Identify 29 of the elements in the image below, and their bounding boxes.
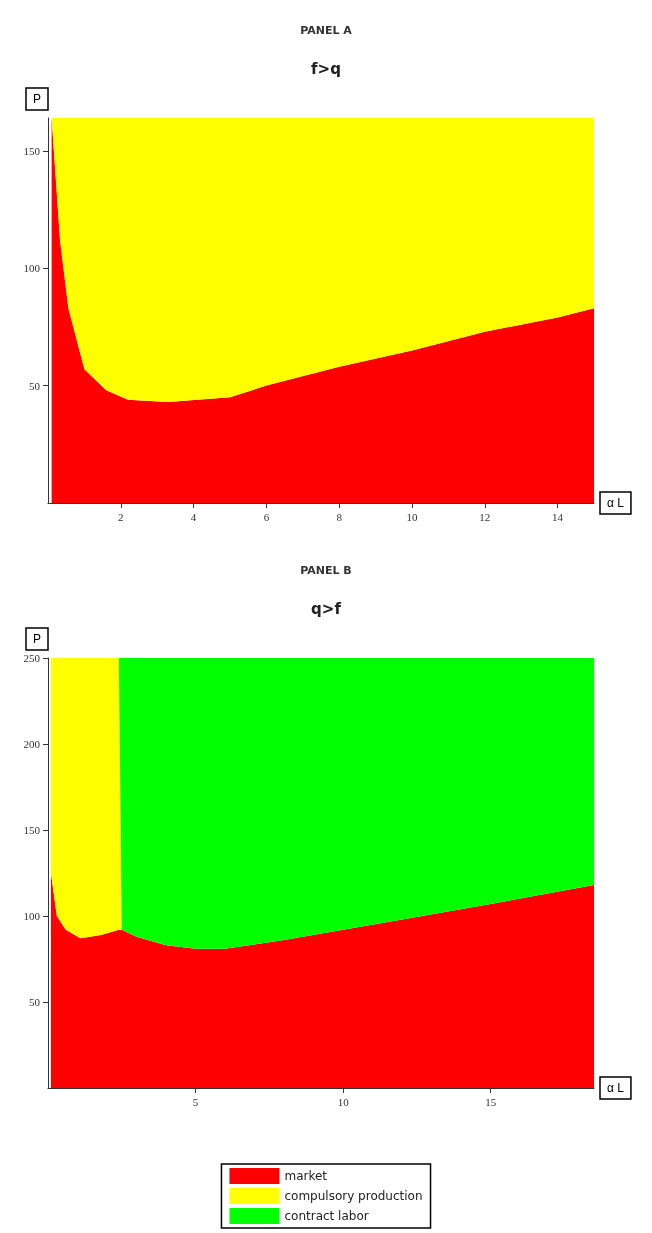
y-tick-label: 50: [29, 996, 41, 1008]
x-tick-label: 8: [336, 510, 343, 523]
y-tick-label: 200: [23, 738, 41, 750]
y-tick-label: 100: [23, 262, 41, 275]
x-tick-label: 10: [337, 1095, 350, 1108]
chart-title: PANEL B: [300, 564, 352, 577]
x-tick-label: 14: [552, 510, 564, 523]
legend-label: market: [284, 1169, 328, 1183]
y-tick-label: 50: [29, 379, 41, 392]
x-axis-title: α L: [607, 1081, 625, 1095]
chart-title: PANEL A: [300, 24, 353, 37]
y-tick-label: 250: [23, 652, 41, 664]
legend-label: compulsory production: [284, 1189, 423, 1203]
x-tick-label: 5: [192, 1095, 199, 1108]
legend-label: contract labor: [284, 1209, 369, 1223]
chart-subtitle: f>q: [311, 59, 341, 78]
chart-subtitle: q>f: [311, 599, 342, 618]
y-axis-title: P: [32, 92, 41, 106]
x-tick-label: 12: [479, 510, 491, 523]
x-tick-label: 2: [118, 510, 124, 523]
x-tick-label: 10: [406, 510, 418, 523]
y-tick-label: 150: [23, 144, 41, 157]
x-tick-label: 4: [190, 510, 197, 523]
y-tick-label: 150: [23, 824, 41, 836]
x-tick-label: 15: [485, 1095, 497, 1108]
y-tick-label: 100: [23, 910, 41, 922]
x-axis-title: α L: [607, 496, 625, 510]
x-tick-label: 6: [263, 510, 270, 523]
y-axis-title: P: [32, 632, 41, 646]
